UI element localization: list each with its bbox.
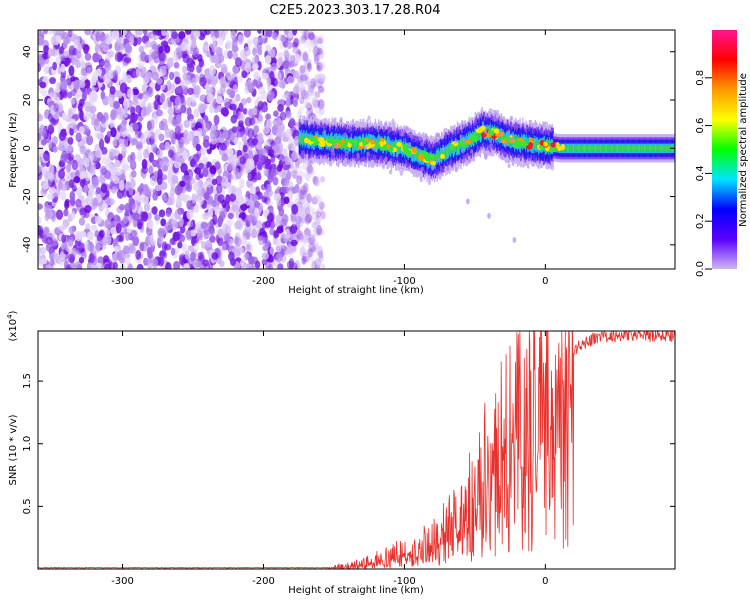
colorbar-label: Normalized spectral amplitude xyxy=(738,73,749,227)
spectrogram-x-tick-label: -300 xyxy=(111,276,134,287)
spectrogram-y-label: Frequency (Hz) xyxy=(8,112,19,188)
spectrogram-x-tick-label: 0 xyxy=(542,276,548,287)
snr-y-tick-label: 0.5 xyxy=(22,498,33,514)
colorbar-tick-label: 0.2 xyxy=(695,213,706,229)
figure-title: C2E5.2023.303.17.28.R04 xyxy=(269,3,440,18)
spectrogram-y-tick-label: -20 xyxy=(22,188,33,204)
snr-x-tick-label: -300 xyxy=(111,576,134,587)
spectrogram-y-tick-label: 20 xyxy=(22,94,33,107)
colorbar-tick-label: 0.8 xyxy=(695,70,706,86)
colorbar-tick-label: 0.0 xyxy=(695,261,706,277)
spectrogram-y-tick-label: 0 xyxy=(22,145,33,151)
colorbar-gradient xyxy=(712,30,737,269)
colorbar-tick-label: 0.6 xyxy=(695,118,706,134)
spectrogram-x-label: Height of straight line (km) xyxy=(288,285,424,296)
snr-y-tick-label: 1.0 xyxy=(22,436,33,452)
spectrogram-axes: -300 -200 -100 0 40 20 0 -20 -40 xyxy=(22,30,675,287)
snr-y-tick-label: 1.5 xyxy=(22,373,33,389)
spectrogram-y-tick-label: 40 xyxy=(22,45,33,58)
snr-panel: -300 -200 -100 0 1.5 1.0 0.5 Height of straigh… xyxy=(6,310,676,596)
spectrogram-x-tick-label: -100 xyxy=(393,276,416,287)
colorbar-tick-label: 0.4 xyxy=(695,165,706,181)
snr-y-label: SNR (10 * v/v) xyxy=(8,414,19,485)
spectrogram-y-tick-label: -40 xyxy=(22,237,33,253)
snr-x-label: Height of straight line (km) xyxy=(288,585,424,596)
spectrogram-x-tick-label: -200 xyxy=(252,276,275,287)
spectrogram-panel: -300 -200 -100 0 40 20 0 -20 -40 Height of strai… xyxy=(8,29,676,296)
spectrogram-heatmap xyxy=(38,30,675,269)
snr-x-tick-label: 0 xyxy=(542,576,548,587)
snr-x-tick-label: -100 xyxy=(393,576,416,587)
snr-frame xyxy=(37,330,676,570)
colorbar-ticks: 0.0 0.2 0.4 0.6 0.8 xyxy=(695,70,712,277)
spectrogram-frame xyxy=(37,29,676,270)
snr-multiplier: (x104) xyxy=(6,310,19,341)
snr-x-tick-label: -200 xyxy=(252,576,275,587)
snr-axes: -300 -200 -100 0 1.5 1.0 0.5 xyxy=(22,331,675,587)
snr-series-line xyxy=(38,331,675,569)
colorbar: 0.0 0.2 0.4 0.6 0.8 Normalized spectral ampl… xyxy=(695,30,749,277)
